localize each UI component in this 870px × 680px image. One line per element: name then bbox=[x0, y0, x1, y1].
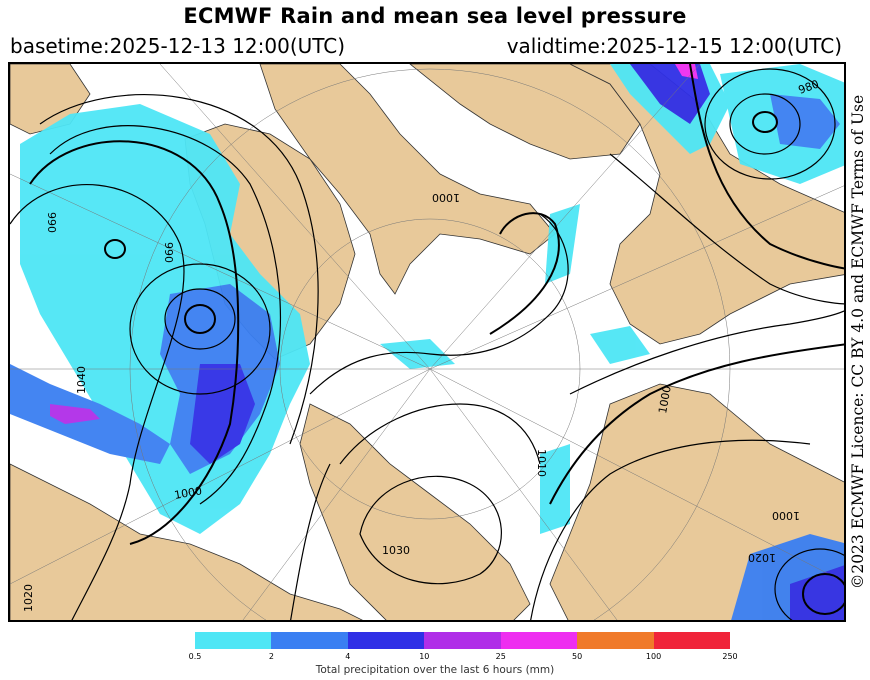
low-ne-inner bbox=[752, 111, 778, 133]
legend-tick: 250 bbox=[722, 652, 738, 661]
basetime-label: basetime:2025-12-13 12:00(UTC) bbox=[10, 34, 346, 58]
isobar-label: 1000 bbox=[173, 484, 203, 502]
low-nw bbox=[104, 239, 126, 259]
legend-swatch bbox=[577, 632, 654, 649]
low-ne-mid bbox=[729, 93, 801, 155]
isobar-label: 1000 bbox=[772, 509, 800, 522]
legend-swatch bbox=[500, 632, 578, 649]
precip-max-west bbox=[50, 404, 100, 424]
isobar-ne1 bbox=[689, 64, 844, 270]
isobar-s2 bbox=[530, 439, 811, 620]
isobar-c2 bbox=[489, 212, 560, 335]
precip-heavy-west bbox=[190, 364, 255, 464]
legend-swatch bbox=[424, 632, 501, 649]
low-west-mid bbox=[164, 288, 236, 350]
land-alaska-canada bbox=[569, 64, 844, 345]
isobar-label: 1020 bbox=[748, 551, 776, 564]
isobar-high bbox=[359, 475, 502, 585]
isobar-label: 1000 bbox=[432, 191, 460, 204]
isobar-s1 bbox=[290, 463, 331, 620]
legend-tick: 0.5 bbox=[188, 652, 202, 661]
isobar-label: 990 bbox=[45, 212, 58, 233]
legend-ticks: 0.5 2 4 10 25 50 100 250 bbox=[189, 652, 738, 664]
isobar-label: 990 bbox=[162, 242, 175, 263]
graticule bbox=[10, 64, 844, 620]
legend-tick: 100 bbox=[645, 652, 662, 661]
precip-central bbox=[380, 339, 455, 369]
low-ne-outer bbox=[704, 68, 836, 180]
isobar-label: 1030 bbox=[382, 544, 410, 557]
isobar-c3 bbox=[339, 403, 541, 465]
legend-swatch bbox=[653, 632, 730, 649]
isobar-label: 1020 bbox=[22, 584, 35, 612]
isobar-w4 bbox=[39, 94, 319, 445]
isobars bbox=[10, 64, 844, 620]
land-europe bbox=[10, 463, 363, 620]
precip-east-strip bbox=[540, 444, 570, 534]
low-west-inner bbox=[184, 304, 216, 334]
low-west-outer bbox=[129, 263, 271, 395]
isobar-w2 bbox=[29, 140, 240, 545]
validtime-label: validtime:2025-12-15 12:00(UTC) bbox=[506, 34, 842, 58]
precip-se-core bbox=[790, 565, 844, 620]
legend-swatch bbox=[271, 632, 348, 649]
precip-ne-low-core bbox=[770, 94, 840, 149]
precip-east bbox=[590, 326, 650, 364]
legend-swatch bbox=[347, 632, 425, 649]
legend-label: Total precipitation over the last 6 hour… bbox=[315, 664, 555, 676]
map-panel: 980 990 990 1000 1000 1000 1010 1020 103… bbox=[8, 62, 846, 622]
isobar-e1 bbox=[549, 343, 844, 505]
low-se bbox=[774, 548, 844, 620]
isobar-label: 1010 bbox=[535, 449, 548, 477]
licence-strip: ©2023 ECMWF Licence: CC BY 4.0 and ECMWF… bbox=[848, 64, 868, 620]
land-arctic-islands bbox=[259, 64, 556, 295]
legend-tick: 10 bbox=[419, 652, 430, 661]
precip-scatter bbox=[545, 204, 580, 284]
low-se-inner bbox=[802, 573, 844, 615]
precip-ne-core bbox=[630, 64, 710, 124]
isobar-label: 1000 bbox=[656, 385, 674, 415]
chart-title: ECMWF Rain and mean sea level pressure bbox=[183, 4, 687, 28]
legend-tick: 25 bbox=[495, 652, 506, 661]
legend-swatch bbox=[195, 632, 272, 649]
isobar-c1 bbox=[309, 213, 569, 395]
isobar-w1 bbox=[49, 125, 281, 505]
legend-colorbar bbox=[195, 632, 730, 652]
isobar-label: 1040 bbox=[75, 366, 88, 394]
legend-tick: 50 bbox=[572, 652, 583, 661]
legend-tick: 4 bbox=[345, 652, 351, 661]
map-canvas: 980 990 990 1000 1000 1000 1010 1020 103… bbox=[10, 64, 844, 620]
isobar-e2 bbox=[569, 310, 844, 395]
legend-tick: 2 bbox=[268, 652, 274, 661]
isobar-ne2 bbox=[609, 153, 844, 305]
isobar-label-group: 980 990 990 1000 1000 1000 1010 1020 103… bbox=[22, 77, 821, 612]
isobar-w3 bbox=[10, 184, 185, 620]
licence-text: ©2023 ECMWF Licence: CC BY 4.0 and ECMWF… bbox=[849, 94, 867, 590]
land-scandinavia bbox=[299, 403, 531, 620]
